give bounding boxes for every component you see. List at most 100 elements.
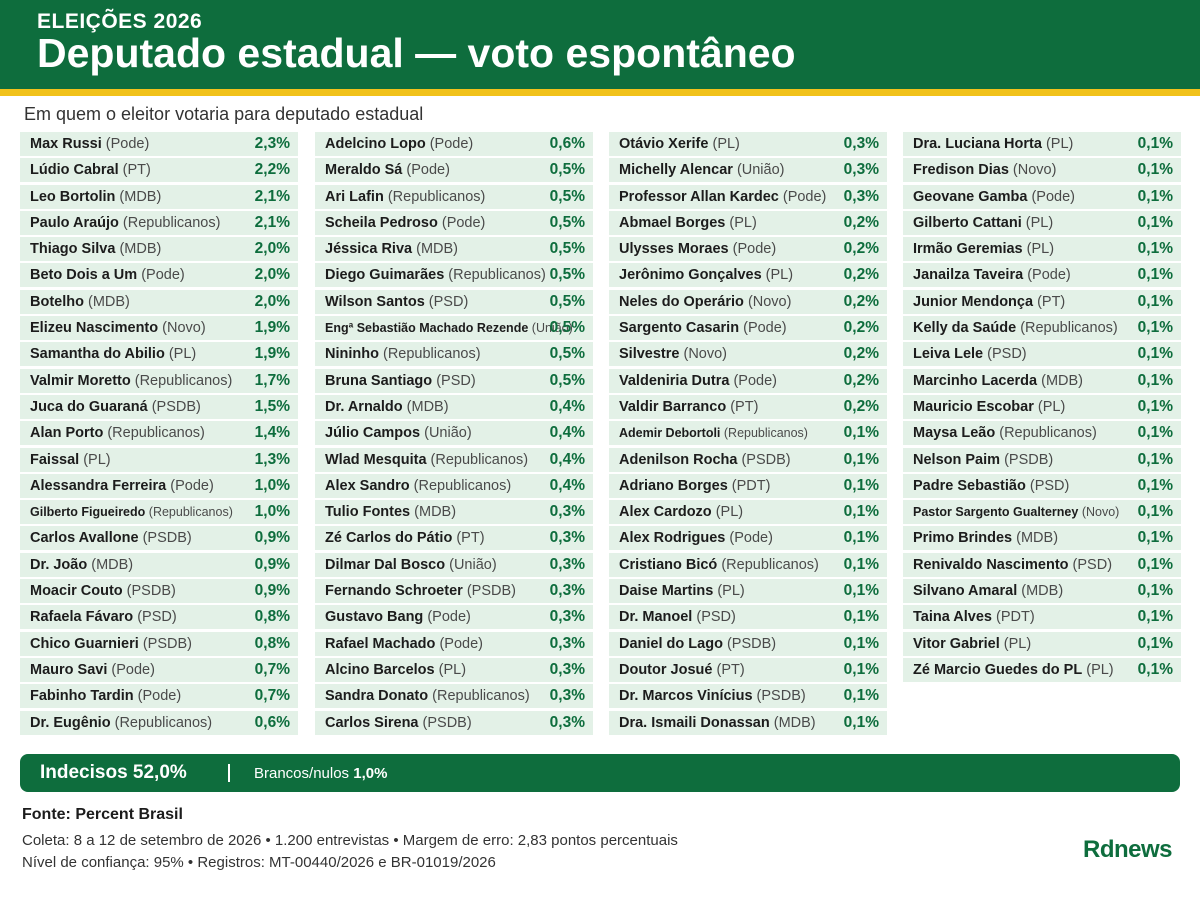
table-row: Daise Martins (PL) 0,1% <box>609 579 887 604</box>
candidate-party: (PSDB) <box>151 398 201 415</box>
candidate-party: (PSDB) <box>142 530 192 547</box>
candidate-name: Alex Rodrigues <box>619 530 726 547</box>
candidate-percentage: 0,1% <box>1137 476 1173 494</box>
table-row: Fredison Dias (Novo) 0,1% <box>903 158 1181 183</box>
candidate-percentage: 0,4% <box>549 397 585 415</box>
candidate-party: (PL) <box>1025 214 1054 231</box>
table-row: Primo Brindes (MDB) 0,1% <box>903 526 1181 551</box>
table-row: Adenilson Rocha (PSDB) 0,1% <box>609 447 887 472</box>
candidate-name-cell: Adenilson Rocha (PSDB) <box>619 452 791 468</box>
candidate-party: (União) <box>531 321 573 336</box>
table-row: Jerônimo Gonçalves (PL) 0,2% <box>609 263 887 288</box>
candidate-party: (Pode) <box>406 162 450 179</box>
candidate-name-cell: Valdir Barranco (PT) <box>619 399 758 415</box>
candidate-percentage: 0,1% <box>843 503 879 521</box>
candidate-percentage: 0,4% <box>549 476 585 494</box>
table-row: Valmir Moretto (Republicanos) 1,7% <box>20 368 298 393</box>
table-row: Dra. Ismaili Donassan (MDB) 0,1% <box>609 710 887 735</box>
table-row: Max Russi (Pode) 2,3% <box>20 132 298 156</box>
candidate-name-cell: Rafael Machado (Pode) <box>325 636 483 652</box>
candidate-party: (PT) <box>730 398 759 415</box>
candidate-percentage: 1,7% <box>254 371 290 389</box>
candidate-percentage: 0,1% <box>1137 135 1173 152</box>
candidate-percentage: 0,1% <box>1137 424 1173 442</box>
table-row: Thiago Silva (MDB) 2,0% <box>20 237 298 262</box>
candidate-name: Irmão Geremias <box>913 241 1023 258</box>
candidate-percentage: 0,7% <box>254 660 290 678</box>
table-row: Samantha do Abilio (PL) 1,9% <box>20 342 298 367</box>
candidate-name: Zé Carlos do Pátio <box>325 530 453 547</box>
candidate-name: Leo Bortolin <box>30 188 116 205</box>
candidate-party: (Republicanos) <box>107 425 205 442</box>
candidate-name: Ulysses Moraes <box>619 241 729 258</box>
table-row: Padre Sebastião (PSD) 0,1% <box>903 473 1181 498</box>
candidate-name-cell: Beto Dois a Um (Pode) <box>30 267 185 283</box>
candidate-name-cell: Zé Marcio Guedes do PL (PL) <box>913 662 1114 678</box>
table-row: Marcinho Lacerda (MDB) 0,1% <box>903 368 1181 393</box>
candidate-name-cell: Geovane Gamba (Pode) <box>913 189 1075 205</box>
candidate-name-cell: Sargento Casarin (Pode) <box>619 320 787 336</box>
candidate-name-cell: Otávio Xerife (PL) <box>619 136 740 152</box>
candidate-percentage: 0,3% <box>549 529 585 547</box>
candidate-name-cell: Vitor Gabriel (PL) <box>913 636 1031 652</box>
subtitle: Em quem o eleitor votaria para deputado … <box>24 104 424 124</box>
candidate-percentage: 1,9% <box>254 345 290 363</box>
candidate-percentage: 0,1% <box>843 660 879 678</box>
candidate-percentage: 0,2% <box>843 397 879 415</box>
candidate-percentage: 2,1% <box>254 213 290 231</box>
table-row: Nelson Paim (PSDB) 0,1% <box>903 447 1181 472</box>
candidate-percentage: 0,1% <box>843 634 879 652</box>
candidate-name: Geovane Gamba <box>913 188 1028 205</box>
candidate-name-cell: Jéssica Riva (MDB) <box>325 241 458 257</box>
candidate-name-cell: Paulo Araújo (Republicanos) <box>30 215 220 231</box>
methodology-line-1: Coleta: 8 a 12 de setembro de 2026 • 1.2… <box>22 832 678 849</box>
table-row: Dr. Manoel (PSD) 0,1% <box>609 605 887 630</box>
candidate-party: (Pode) <box>729 530 773 547</box>
candidate-party: (PSD) <box>696 609 736 626</box>
candidate-percentage: 0,1% <box>1137 608 1173 626</box>
candidate-name-cell: Leo Bortolin (MDB) <box>30 189 161 205</box>
candidate-name-cell: Silvano Amaral (MDB) <box>913 583 1063 599</box>
candidate-party: (União) <box>424 425 472 442</box>
candidate-name: Otávio Xerife <box>619 136 709 152</box>
candidate-name: Alex Cardozo <box>619 504 712 521</box>
candidate-name: Samantha do Abilio <box>30 346 165 363</box>
candidate-party: (PSD) <box>987 346 1027 363</box>
candidate-name-cell: Valdeniria Dutra (Pode) <box>619 373 777 389</box>
candidate-percentage: 0,2% <box>843 292 879 310</box>
candidate-name-cell: Adriano Borges (PDT) <box>619 478 770 494</box>
candidate-name-cell: Cristiano Bicó (Republicanos) <box>619 557 819 573</box>
candidate-percentage: 0,9% <box>254 555 290 573</box>
candidate-name-cell: Abmael Borges (PL) <box>619 215 757 231</box>
candidate-party: (PSDB) <box>422 714 472 731</box>
candidate-party: (PSD) <box>1072 556 1113 573</box>
candidate-name: Nininho <box>325 346 379 363</box>
candidate-party: (PL) <box>1045 136 1074 152</box>
candidate-name: Meraldo Sá <box>325 162 403 179</box>
candidate-party: (PSDB) <box>756 688 806 705</box>
candidate-name-cell: Elizeu Nascimento (Novo) <box>30 320 206 336</box>
candidate-name-cell: Leiva Lele (PSD) <box>913 346 1027 362</box>
candidate-name-cell: Ari Lafin (Republicanos) <box>325 189 485 205</box>
candidate-percentage: 2,0% <box>254 292 290 310</box>
candidate-party: (PL) <box>1037 398 1066 415</box>
candidate-name: Dra. Luciana Horta <box>913 136 1042 152</box>
candidate-party: (Pode) <box>429 136 474 152</box>
candidate-percentage: 0,1% <box>1137 660 1173 678</box>
candidate-percentage: 0,1% <box>843 582 879 600</box>
candidate-name-cell: Scheila Pedroso (Pode) <box>325 215 485 231</box>
candidate-name: Bruna Santiago <box>325 372 433 389</box>
candidate-name: Dr. Marcos Vinícius <box>619 688 753 705</box>
table-row: Alex Cardozo (PL) 0,1% <box>609 500 887 525</box>
page-title: Deputado estadual — voto espontâneo <box>37 30 796 76</box>
candidate-name: Gilberto Cattani <box>913 214 1022 231</box>
candidate-name: Rafaela Fávaro <box>30 609 134 626</box>
candidate-name: Mauro Savi <box>30 661 108 678</box>
candidate-name-cell: Irmão Geremias (PL) <box>913 241 1054 257</box>
candidate-name: Rafael Machado <box>325 635 436 652</box>
candidate-percentage: 0,1% <box>1137 240 1173 258</box>
candidate-name: Valdir Barranco <box>619 398 727 415</box>
candidate-name: Alan Porto <box>30 425 104 442</box>
table-row: Scheila Pedroso (Pode) 0,5% <box>315 210 593 235</box>
candidate-percentage: 0,9% <box>254 582 290 600</box>
